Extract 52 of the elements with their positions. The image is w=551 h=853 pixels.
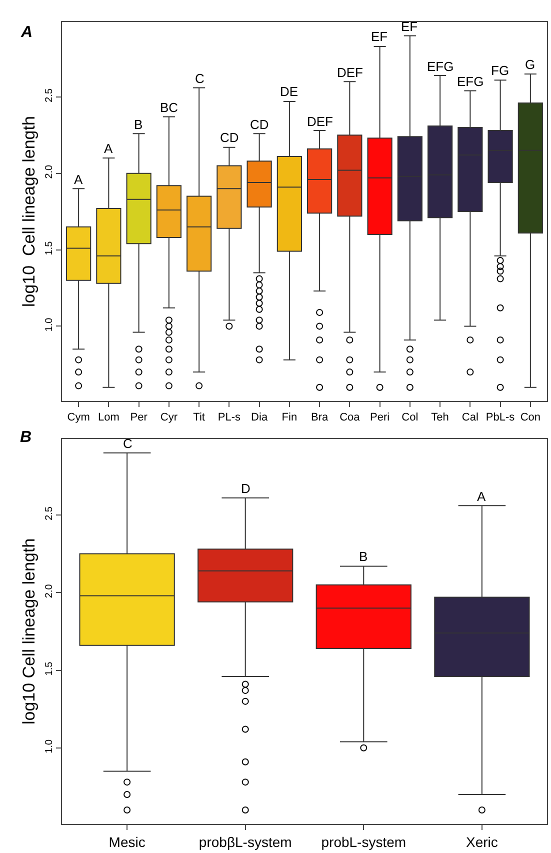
annotation: C — [123, 436, 132, 451]
y-tick-label: 2.0 — [44, 584, 55, 598]
x-tick-label: Dia — [251, 411, 268, 424]
x-tick-label: Xeric — [466, 834, 498, 850]
y-tick-label: 1.0 — [44, 317, 55, 332]
annotation: EF — [371, 29, 388, 44]
annotation: A — [74, 172, 83, 187]
chart-title: A — [20, 24, 33, 41]
x-tick-label: Cyr — [160, 411, 178, 424]
x-tick-label: probβL-system — [198, 834, 292, 850]
x-tick-label: PL-s — [218, 411, 241, 424]
x-tick-label: PbL-s — [486, 411, 516, 424]
x-tick-label: Lom — [98, 411, 120, 424]
annotation: EFG — [427, 59, 454, 74]
annotation: D — [241, 481, 250, 496]
annotation: B — [134, 117, 143, 132]
x-tick-label: Coa — [340, 411, 361, 424]
y-tick-label: 1.5 — [44, 240, 55, 256]
x-tick-label: Per — [130, 411, 148, 424]
x-tick-label: Col — [402, 411, 418, 424]
annotation: G — [525, 57, 536, 72]
x-tick-label: Cal — [462, 411, 478, 424]
annotation: A — [104, 141, 113, 156]
annotation: DE — [280, 84, 298, 99]
y-tick-label: 2.5 — [44, 88, 55, 102]
x-tick-label: Fin — [282, 411, 298, 424]
annotation: FG — [491, 63, 510, 78]
chart-title: B — [20, 429, 32, 446]
annotation: B — [359, 549, 368, 564]
annotation: DEF — [337, 65, 364, 80]
annotation: EF — [401, 19, 418, 34]
x-tick-label: Mesic — [108, 834, 146, 850]
x-tick-label: Con — [520, 411, 541, 424]
y-tick-label: 2.5 — [44, 506, 55, 520]
annotation: EFG — [457, 74, 484, 89]
x-tick-label: Tit — [193, 411, 205, 424]
x-tick-label: probL-system — [321, 834, 406, 850]
y-tick-label: 2.0 — [44, 164, 55, 179]
annotation: BC — [160, 100, 178, 115]
annotation: C — [195, 71, 204, 86]
x-tick-label: Peri — [370, 411, 390, 424]
y-tick-label: 1.5 — [44, 661, 55, 676]
y-axis-title: log10 Cell lineage length — [20, 538, 39, 725]
x-tick-label: Cym — [67, 411, 90, 424]
annotation: DEF — [307, 114, 334, 129]
annotation: A — [477, 489, 486, 504]
x-tick-label: Bra — [310, 411, 329, 424]
annotation: CD — [220, 130, 239, 145]
y-tick-label: 1.0 — [44, 739, 55, 754]
y-axis-title: log10 Cell lineage length — [20, 116, 39, 308]
x-tick-label: Teh — [431, 411, 449, 424]
annotation: CD — [250, 117, 269, 132]
